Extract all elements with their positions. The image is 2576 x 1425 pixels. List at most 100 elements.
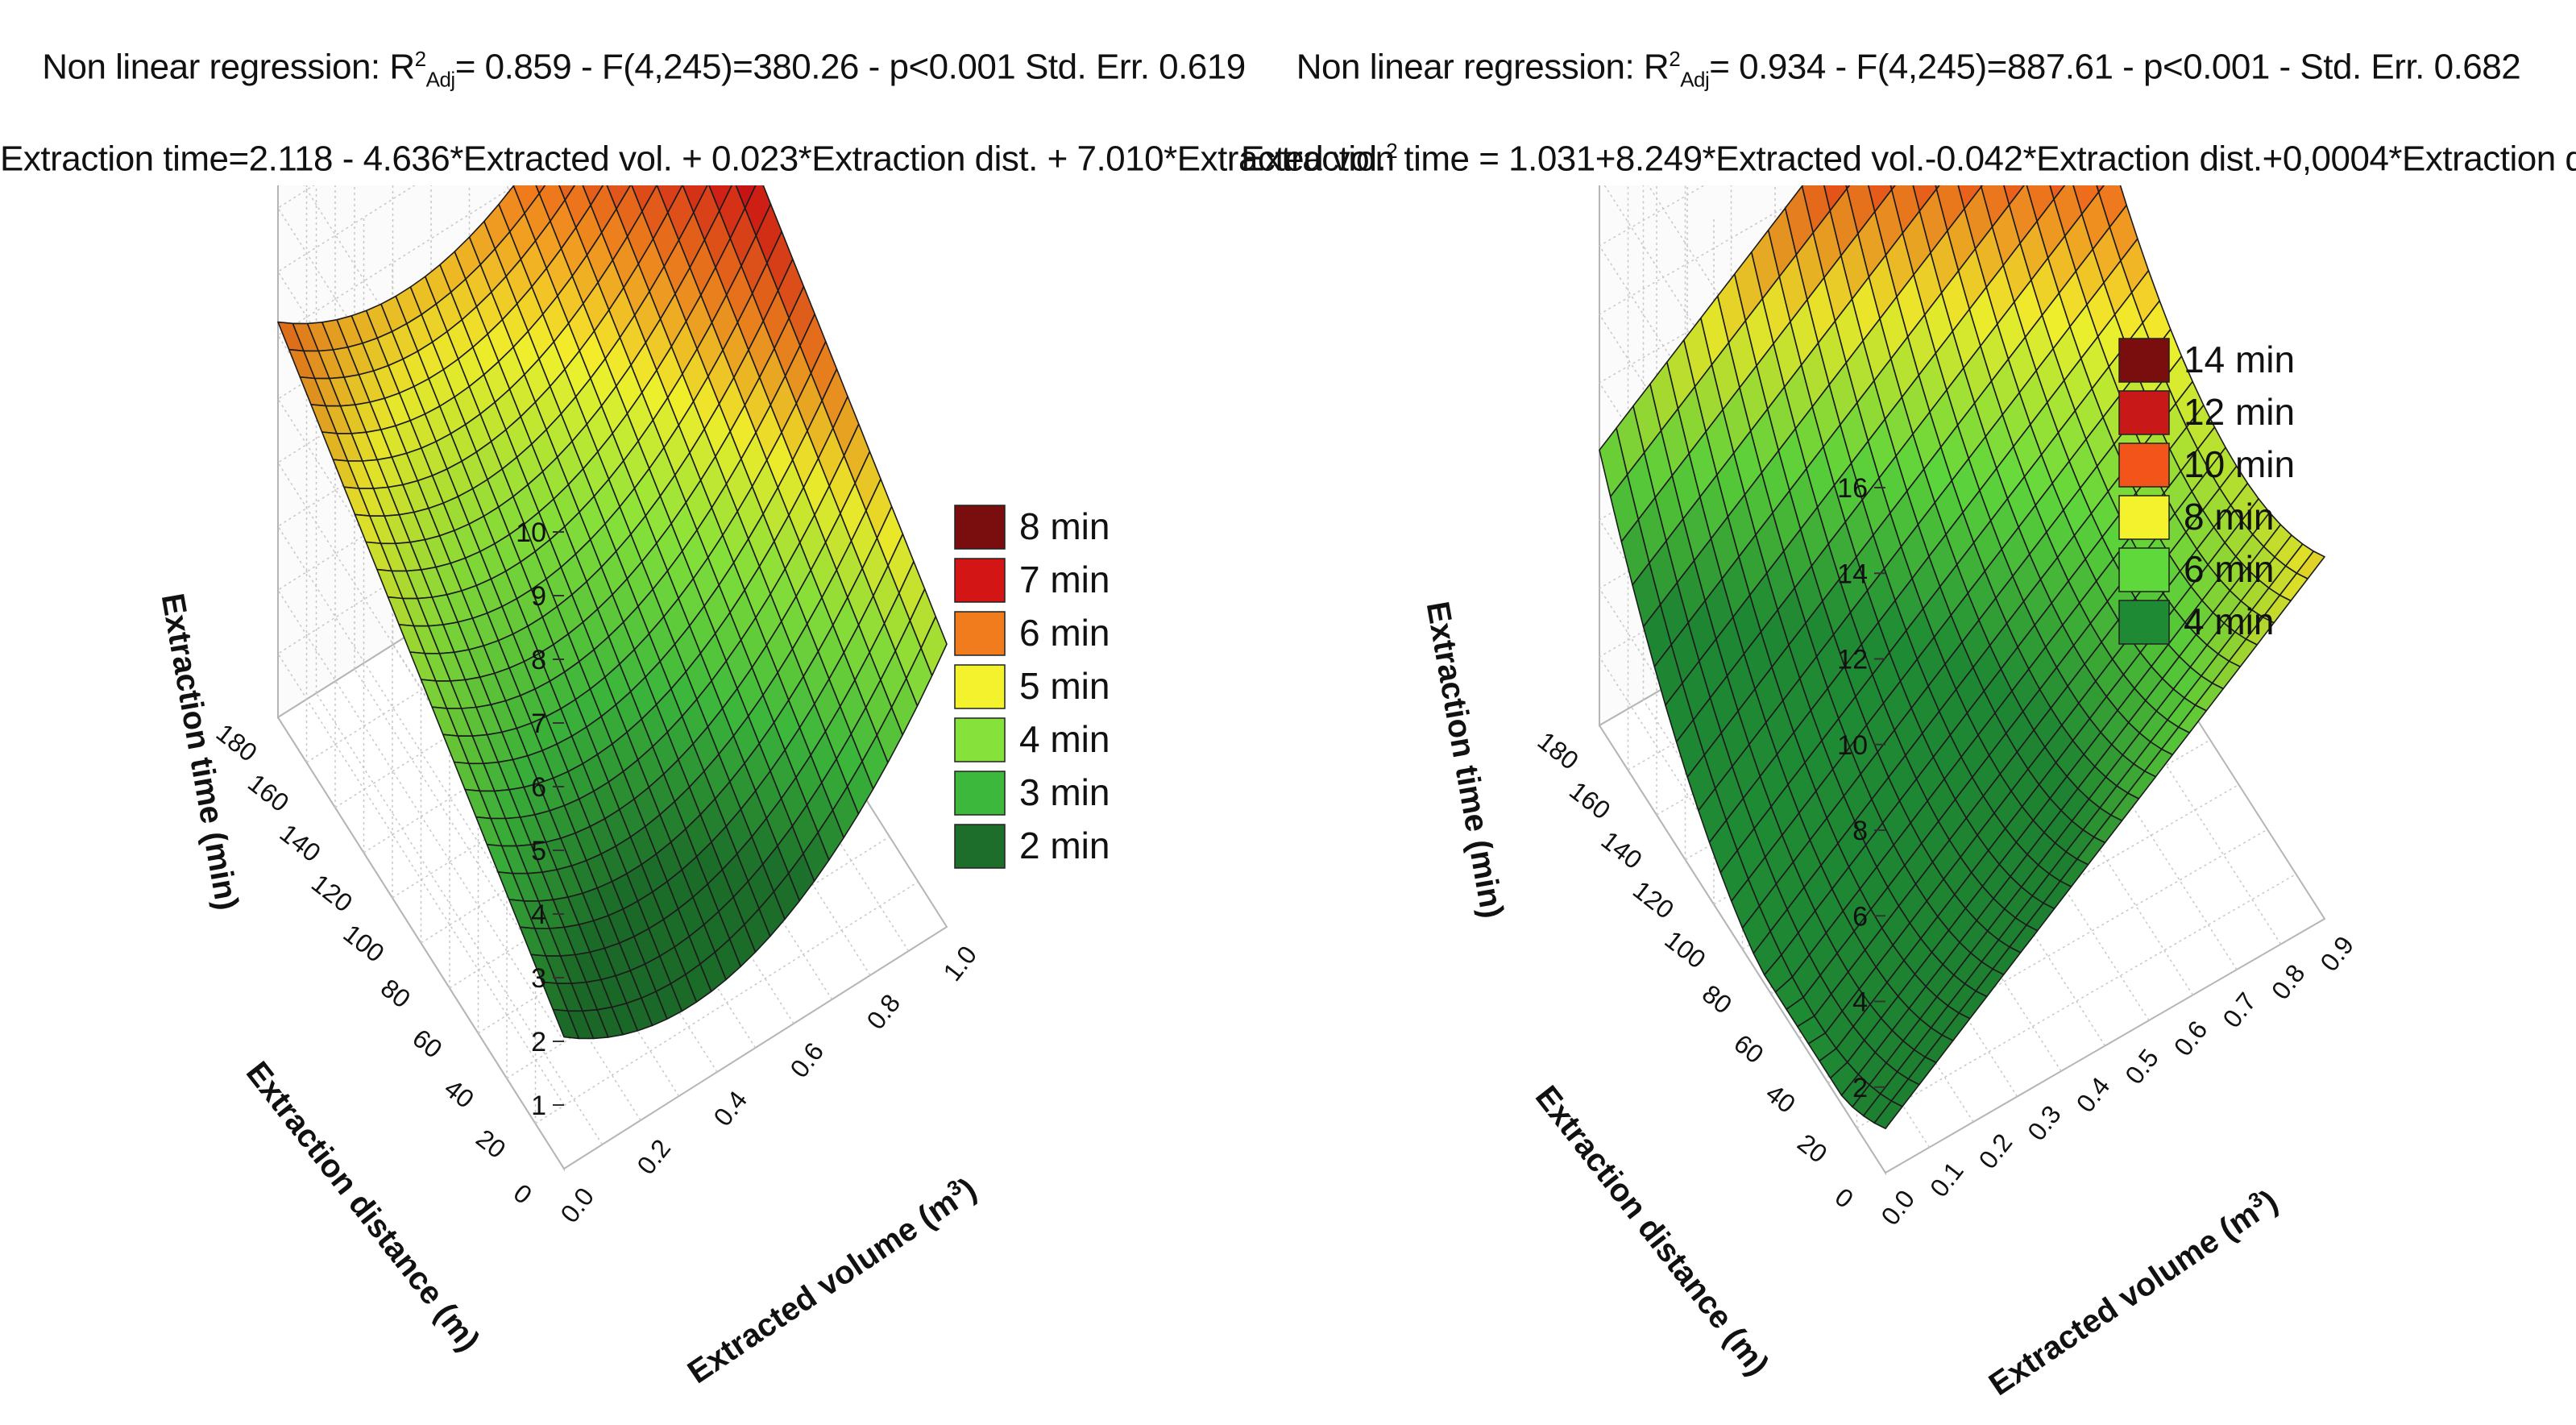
y-tick-label: 160 bbox=[243, 768, 294, 817]
legend-label: 6 min bbox=[2184, 548, 2274, 590]
legend-swatch bbox=[2118, 600, 2170, 645]
legend: 8 min 7 min 6 min 5 min 4 min 3 min 2 min bbox=[954, 505, 1110, 869]
y-tick-label: 40 bbox=[1761, 1078, 1801, 1119]
x-tick-label: 0.3 bbox=[2022, 1100, 2067, 1146]
surface-cell bbox=[2049, 185, 2066, 201]
response-surface bbox=[277, 185, 948, 1040]
legend-swatch bbox=[954, 771, 1006, 816]
x-tick-label: 0.6 bbox=[2168, 1016, 2213, 1061]
z-tick-label: 9 bbox=[531, 581, 546, 612]
z-tick-label: 10 bbox=[516, 517, 546, 548]
y-tick-label: 0 bbox=[508, 1178, 537, 1210]
legend-label: 3 min bbox=[1019, 771, 1110, 813]
z-tick-label: 6 bbox=[531, 772, 546, 803]
legend-swatch bbox=[2118, 390, 2170, 435]
z-tick-label: 10 bbox=[1837, 730, 1868, 761]
z-tick-label: 7 bbox=[531, 708, 546, 739]
y-tick-label: 120 bbox=[306, 868, 358, 917]
legend-label: 14 min bbox=[2184, 339, 2295, 380]
z-tick-label: 6 bbox=[1852, 901, 1868, 932]
legend-label: 8 min bbox=[1019, 505, 1110, 547]
z-tick-label: 2 bbox=[531, 1027, 546, 1057]
surface-cell bbox=[552, 1008, 580, 1040]
legend-label: 6 min bbox=[1019, 612, 1110, 654]
x-tick-label: 0.1 bbox=[1924, 1157, 1969, 1203]
surface-cell bbox=[535, 185, 546, 194]
y-tick-label: 20 bbox=[1792, 1128, 1832, 1169]
x-tick-label: 0.5 bbox=[2119, 1044, 2164, 1090]
legend-label: 2 min bbox=[1019, 825, 1110, 866]
legend-label: 10 min bbox=[2184, 443, 2295, 485]
z-tick-label: 2 bbox=[1852, 1073, 1868, 1103]
z-tick-label: 4 bbox=[531, 899, 546, 930]
x-tick-label: 0.6 bbox=[784, 1037, 829, 1083]
y-axis-title: Extraction distance (m) bbox=[1529, 1079, 1776, 1382]
y-tick-label: 40 bbox=[439, 1074, 479, 1114]
surface-cell bbox=[1873, 1100, 1903, 1129]
z-tick-label: 4 bbox=[1852, 987, 1868, 1018]
x-tick-label: 0.2 bbox=[1973, 1128, 2018, 1174]
y-tick-label: 140 bbox=[1596, 825, 1648, 875]
z-tick-label: 1 bbox=[531, 1091, 546, 1121]
x-tick-label: 0.4 bbox=[2071, 1072, 2116, 1118]
x-tick-label: 0.8 bbox=[861, 989, 906, 1035]
right-chart-panel: Non linear regression: R2Adj= 0.934 - F(… bbox=[1241, 0, 2576, 1425]
right-chart-title: Non linear regression: R2Adj= 0.934 - F(… bbox=[1296, 47, 2521, 92]
x-tick-label: 0.8 bbox=[2266, 959, 2311, 1005]
y-tick-label: 100 bbox=[338, 919, 389, 968]
x-axis-title: Extracted volume (m3) bbox=[680, 1169, 983, 1390]
x-tick-label: 0.7 bbox=[2217, 987, 2262, 1033]
left-chart-panel: Non linear regression: R2Adj= 0.859 - F(… bbox=[0, 47, 1398, 1390]
x-tick-label: 0.9 bbox=[2314, 931, 2359, 977]
left-chart-title: Non linear regression: R2Adj= 0.859 - F(… bbox=[42, 47, 1246, 92]
legend-swatch bbox=[954, 717, 1006, 762]
legend-swatch bbox=[2118, 338, 2170, 383]
response-surface bbox=[1599, 185, 2325, 1129]
legend-swatch bbox=[954, 611, 1006, 656]
x-axis-title-main: Extracted volume (m bbox=[1983, 1196, 2266, 1403]
y-tick-label: 0 bbox=[1830, 1182, 1859, 1214]
y-tick-label: 80 bbox=[1697, 979, 1737, 1020]
legend-swatch bbox=[2118, 495, 2170, 540]
x-tick-label: 0.2 bbox=[631, 1134, 676, 1180]
surface-cell bbox=[558, 185, 576, 201]
y-tick-label: 120 bbox=[1628, 875, 1679, 924]
x-tick-label: 0.0 bbox=[1875, 1185, 1920, 1231]
x-tick-label: 0.0 bbox=[554, 1182, 599, 1228]
x-axis-title-main: Extracted volume (m bbox=[682, 1184, 964, 1391]
right-chart-plot: 2468101214160204060801001201401601800.00… bbox=[1420, 185, 2359, 1402]
legend-swatch bbox=[2118, 547, 2170, 592]
y-tick-label: 60 bbox=[407, 1024, 447, 1064]
legend-label: 5 min bbox=[1019, 665, 1110, 707]
right-chart-equation: Extraction time = 1.031+8.249*Extracted … bbox=[1241, 139, 2576, 179]
y-tick-label: 140 bbox=[275, 818, 326, 867]
legend-swatch bbox=[954, 664, 1006, 709]
y-tick-label: 60 bbox=[1728, 1028, 1769, 1069]
legend-label: 4 min bbox=[1019, 718, 1110, 760]
x-tick-label: 0.4 bbox=[707, 1086, 753, 1132]
z-tick-label: 3 bbox=[531, 963, 546, 994]
z-tick-label: 8 bbox=[1852, 816, 1868, 846]
legend-swatch bbox=[954, 558, 1006, 603]
y-tick-label: 80 bbox=[375, 973, 416, 1013]
z-tick-label: 8 bbox=[531, 645, 546, 675]
legend-label: 4 min bbox=[2184, 600, 2274, 642]
z-axis-title: Extraction time (min) bbox=[1420, 599, 1510, 920]
y-tick-label: 100 bbox=[1659, 924, 1711, 974]
legend-swatch bbox=[954, 824, 1006, 869]
z-tick-label: 14 bbox=[1837, 559, 1868, 589]
floor-gridline bbox=[535, 881, 919, 1124]
y-tick-label: 20 bbox=[471, 1124, 511, 1164]
y-tick-label: 160 bbox=[1564, 775, 1616, 825]
legend-label: 12 min bbox=[2184, 391, 2295, 433]
legend-label: 8 min bbox=[2184, 496, 2274, 538]
z-tick-label: 12 bbox=[1837, 645, 1868, 675]
z-tick-label: 5 bbox=[531, 836, 546, 866]
x-tick-label: 1.0 bbox=[937, 941, 982, 987]
left-chart-equation: Extraction time=2.118 - 4.636*Extracted … bbox=[0, 139, 1398, 179]
x-axis-title: Extracted volume (m3) bbox=[1981, 1181, 2284, 1402]
y-tick-label: 180 bbox=[1533, 726, 1584, 775]
legend: 14 min 12 min 10 min 8 min 6 min 4 min bbox=[2118, 338, 2295, 645]
z-tick-label: 16 bbox=[1837, 473, 1868, 504]
